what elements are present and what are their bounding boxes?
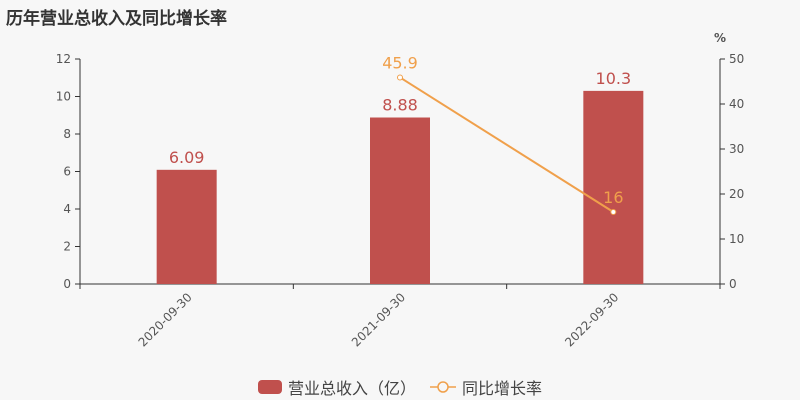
right-tick-label: 30 bbox=[729, 142, 744, 156]
bar bbox=[370, 117, 430, 284]
left-tick-label: 6 bbox=[63, 165, 71, 179]
left-tick-label: 8 bbox=[63, 127, 71, 141]
left-tick-label: 0 bbox=[63, 277, 71, 291]
bar-label: 8.88 bbox=[382, 96, 418, 115]
left-tick-label: 2 bbox=[63, 240, 71, 254]
legend-line-swatch bbox=[430, 381, 456, 393]
right-tick-label: 0 bbox=[729, 277, 737, 291]
bar bbox=[583, 90, 644, 284]
legend-item-revenue[interactable]: 营业总收入（亿） bbox=[257, 375, 416, 399]
legend-bar-swatch bbox=[257, 380, 282, 394]
bar-label: 10.3 bbox=[596, 69, 632, 88]
chart-title: 历年营业总收入及同比增长率 bbox=[6, 9, 227, 29]
legend: 营业总收入（亿） 同比增长率 bbox=[0, 375, 800, 399]
x-tick-label: 2021-09-30 bbox=[349, 290, 408, 349]
right-tick-label: 50 bbox=[729, 52, 744, 66]
x-tick-label: 2022-09-30 bbox=[562, 290, 621, 349]
bar-label: 6.09 bbox=[169, 148, 205, 167]
right-tick-label: 20 bbox=[729, 187, 744, 201]
growth-label: 45.9 bbox=[382, 53, 418, 72]
legend-label-growth: 同比增长率 bbox=[462, 379, 543, 398]
left-tick-label: 12 bbox=[56, 52, 71, 66]
growth-point bbox=[610, 209, 617, 215]
x-tick-label: 2020-09-30 bbox=[136, 290, 195, 349]
legend-label-revenue: 营业总收入（亿） bbox=[287, 379, 416, 398]
bar bbox=[156, 169, 217, 284]
left-tick-label: 10 bbox=[56, 90, 71, 104]
right-tick-label: 10 bbox=[729, 232, 744, 246]
right-axis-unit: % bbox=[714, 31, 726, 45]
right-tick-label: 40 bbox=[729, 97, 744, 111]
legend-item-growth[interactable]: 同比增长率 bbox=[430, 375, 542, 399]
growth-label: 16 bbox=[603, 188, 623, 207]
left-tick-label: 4 bbox=[63, 202, 71, 216]
growth-point bbox=[397, 74, 403, 81]
growth-line bbox=[399, 76, 614, 213]
